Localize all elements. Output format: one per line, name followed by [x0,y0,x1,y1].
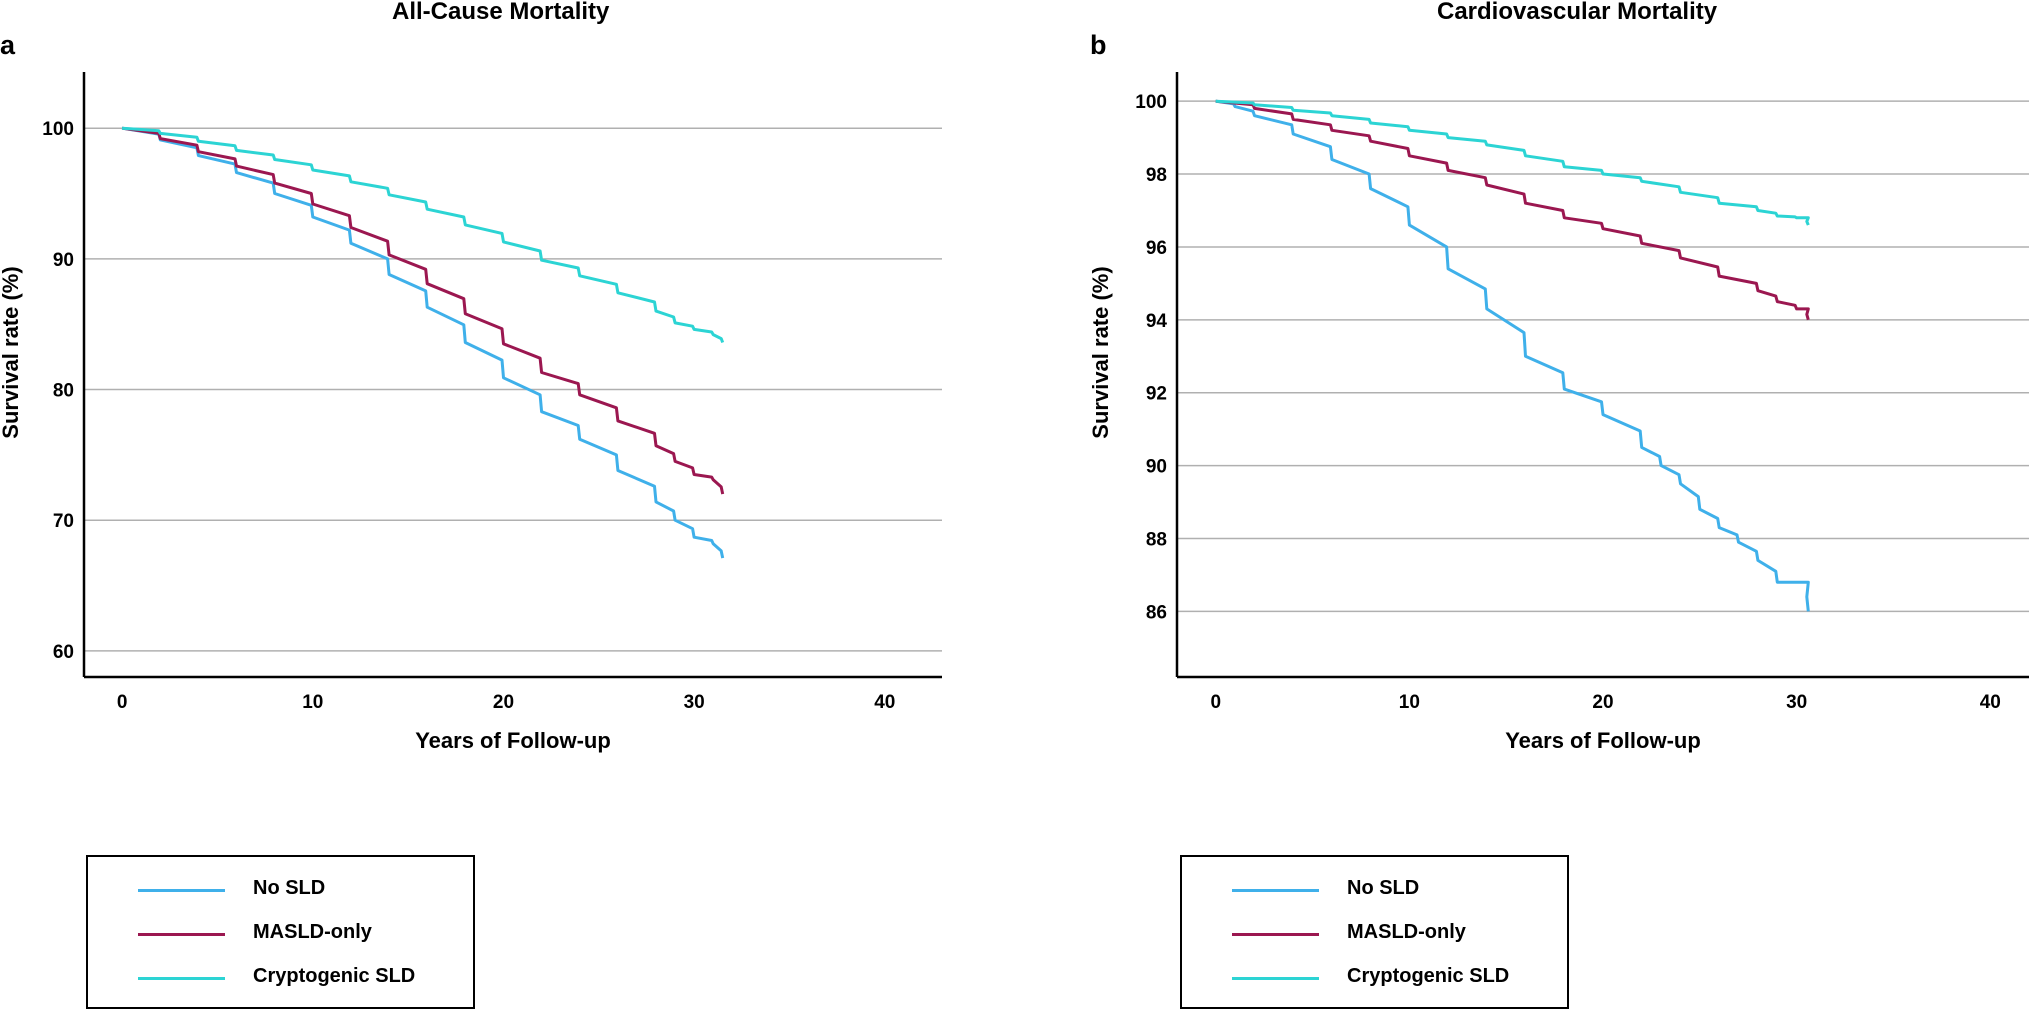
series-line-no-sld [121,126,725,559]
x-tick-label: 20 [1592,692,1613,713]
legend: No SLD MASLD-only Cryptogenic SLD [1180,855,1569,1009]
y-tick-label: 96 [1146,238,1167,259]
y-tick-label: 88 [1146,530,1167,551]
legend-item: No SLD [1182,875,1567,905]
y-axis-label: Survival rate (%) [1088,266,1113,438]
x-tick-label: 30 [684,692,705,713]
legend-item: MASLD-only [1182,919,1567,949]
y-axis-label: Survival rate (%) [0,266,23,438]
y-tick-label: 94 [1146,311,1168,332]
y-tick-label: 98 [1146,165,1167,186]
series-line-cryptogenic-sld [1215,99,1810,226]
y-tick-label: 60 [53,642,74,663]
legend-swatch [1232,977,1319,980]
series-line-masld-only [1215,99,1810,321]
chart-panel-b: b Cardiovascular Mortality 86 88 90 92 94 96 9… [1088,0,2029,1011]
y-tick-label: 86 [1146,602,1167,623]
legend-label: No SLD [253,877,326,899]
y-tick-label: 80 [53,381,74,402]
legend-label: Cryptogenic SLD [1347,965,1510,987]
legend-item: No SLD [88,875,473,905]
legend-item: Cryptogenic SLD [88,963,473,993]
x-tick-label: 10 [302,692,323,713]
legend-item: Cryptogenic SLD [1182,963,1567,993]
panel-letter: a [0,30,16,60]
legend-label: Cryptogenic SLD [253,965,416,987]
series-line-cryptogenic-sld [121,126,725,344]
legend-swatch [138,977,225,980]
legend-swatch [1232,889,1319,892]
x-tick-label: 0 [117,692,128,713]
legend-swatch [138,933,225,936]
panel-letter: b [1090,30,1107,60]
series-line-masld-only [121,126,725,495]
chart-title: All-Cause Mortality [392,0,610,25]
chart-title: Cardiovascular Mortality [1437,0,1718,25]
y-tick-label: 100 [42,119,74,140]
x-axis-label: Years of Follow-up [1505,728,1701,753]
y-tick-label: 90 [53,250,74,271]
x-tick-label: 30 [1786,692,1807,713]
legend-swatch [1232,933,1319,936]
x-tick-label: 40 [1980,692,2001,713]
legend: No SLD MASLD-only Cryptogenic SLD [86,855,475,1009]
legend-swatch [138,889,225,892]
chart-svg: 86 88 90 92 94 96 98 100 0 10 20 30 40 Years of Follo… [1088,72,2029,753]
x-tick-label: 20 [493,692,514,713]
y-tick-label: 70 [53,511,74,532]
x-tick-label: 0 [1210,692,1221,713]
x-tick-label: 40 [874,692,895,713]
y-tick-label: 90 [1146,457,1167,478]
legend-item: MASLD-only [88,919,473,949]
series-line-no-sld [1215,99,1810,612]
chart-svg: 60 70 80 90 100 0 10 20 30 40 Years of Follow-up Su… [0,72,942,753]
x-tick-label: 10 [1399,692,1420,713]
y-tick-label: 100 [1135,92,1167,113]
x-axis-label: Years of Follow-up [415,728,611,753]
legend-label: No SLD [1347,877,1420,899]
legend-label: MASLD-only [253,921,372,943]
y-tick-label: 92 [1146,384,1167,405]
legend-label: MASLD-only [1347,921,1466,943]
chart-panel-a: a All-Cause Mortality 60 70 80 90 100 0 10 20 30… [0,0,1000,1011]
